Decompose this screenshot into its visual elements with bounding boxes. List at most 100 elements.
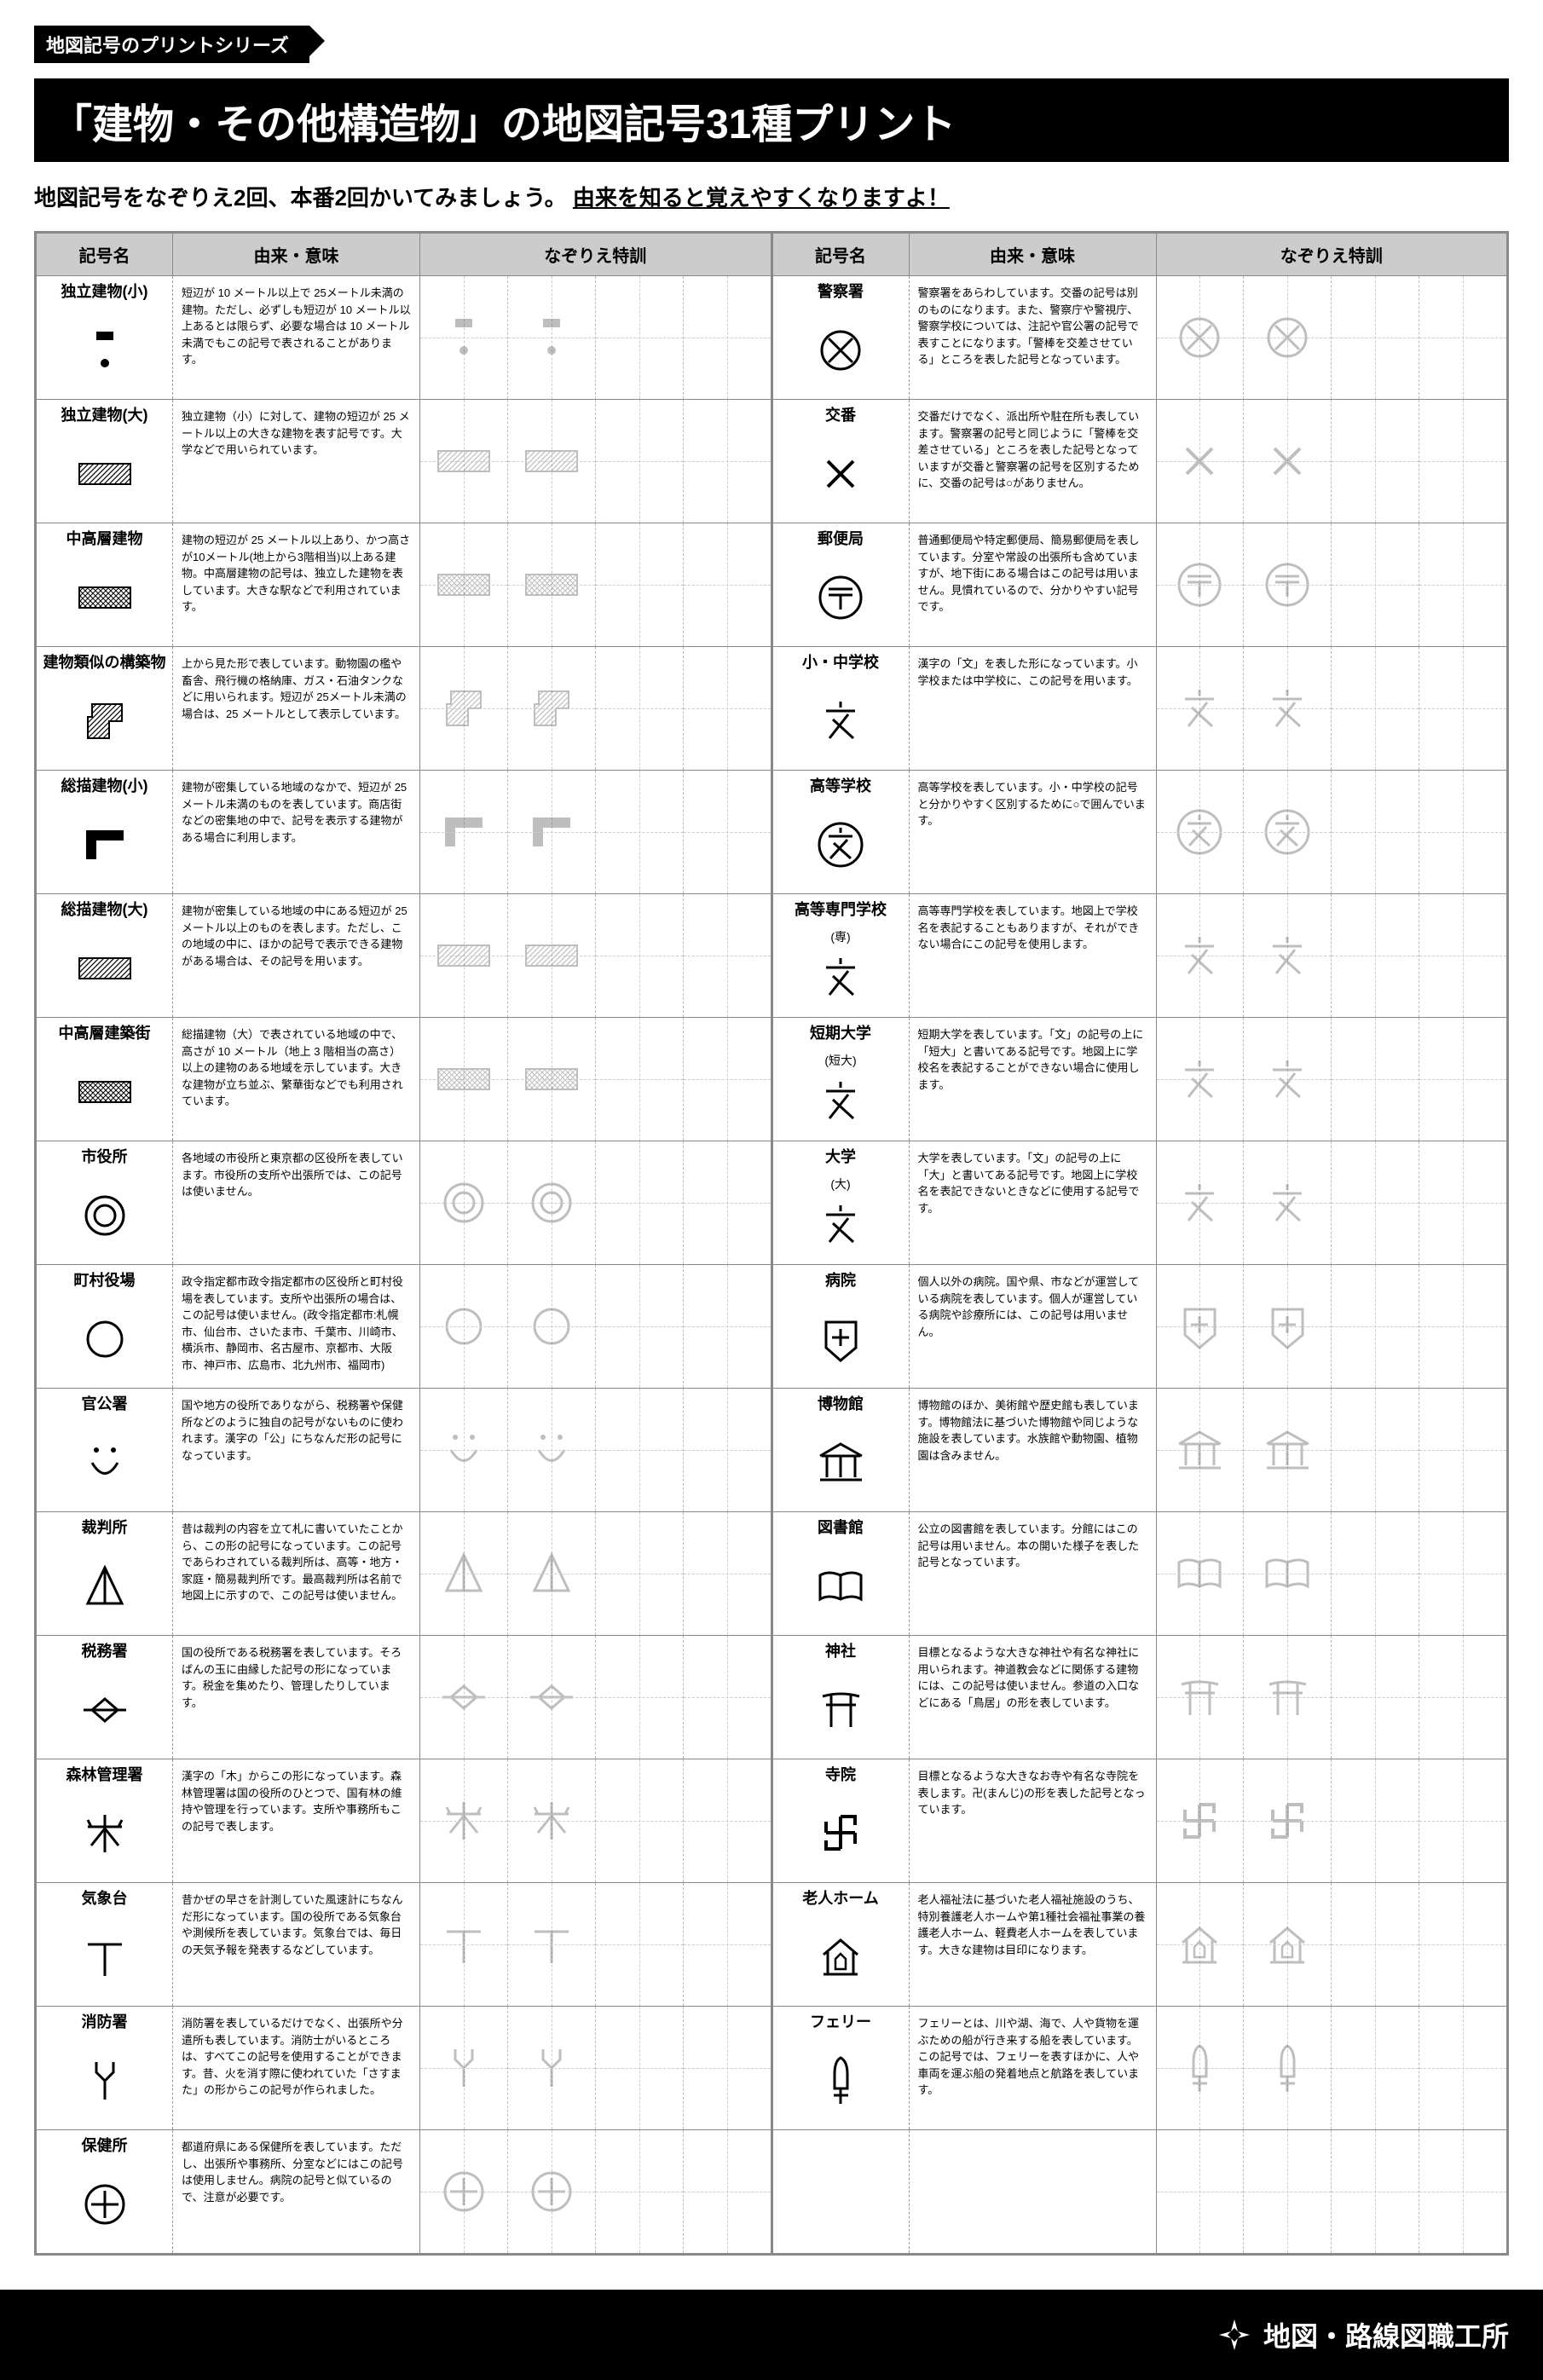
symbol-row: 博物館 博物館のほか、美術館や歴史館も表しています。博物館法に基づいた博物館や同…	[773, 1388, 1507, 1511]
trace-cell	[1419, 1141, 1506, 1264]
symbol-meaning: 建物が密集している地域のなかで、短辺が 25 メートル未満のものを表しています。…	[173, 771, 420, 893]
symbol-name: 高等学校	[810, 777, 871, 796]
symbol-row: 総描建物(小) 建物が密集している地域のなかで、短辺が 25 メートル未満のもの…	[37, 770, 771, 893]
trace-cell	[1419, 2007, 1506, 2129]
symbol-row: 税務署 国の役所である税務署を表しています。そろばんの玉に由縁した記号の形になっ…	[37, 1635, 771, 1759]
symbol-meaning: 警察署をあらわしています。交番の記号は別のものになります。また、警察庁や警視庁、…	[910, 276, 1157, 399]
symbol-row: 寺院 目標となるような大きなお寺や有名な寺院を表します。卍(まんじ)の形を表した…	[773, 1759, 1507, 1882]
symbol-meaning	[910, 2130, 1157, 2253]
symbol-name-cell: フェリー	[773, 2007, 910, 2129]
symbol-sub: (大)	[830, 1176, 850, 1193]
symbol-name: 裁判所	[82, 1519, 128, 1538]
symbol-icon	[819, 1069, 862, 1134]
symbol-meaning: 上から見た形で表しています。動物園の檻や畜舎、飛行機の格納庫、ガス・石油タンクな…	[173, 647, 420, 770]
symbol-icon	[75, 927, 135, 1010]
trace-cell	[596, 1883, 684, 2006]
symbol-name-cell: 森林管理署	[37, 1759, 173, 1882]
symbol-name-cell: 老人ホーム	[773, 1883, 910, 2006]
trace-cell	[1157, 1265, 1245, 1388]
trace-cell	[1332, 1883, 1419, 2006]
trace-cell	[684, 1141, 771, 1264]
trace-cell	[596, 1018, 684, 1141]
trace-cell	[1244, 1265, 1332, 1388]
trace-cell	[508, 2130, 596, 2253]
trace-cell	[1332, 771, 1419, 893]
symbol-name: 森林管理署	[66, 1766, 143, 1785]
trace-area	[1157, 1759, 1507, 1882]
trace-cell	[1244, 894, 1332, 1017]
trace-cell	[1157, 523, 1245, 646]
symbol-name-cell: 博物館	[773, 1389, 910, 1511]
trace-cell	[420, 1265, 508, 1388]
symbol-icon	[815, 1915, 866, 1999]
symbol-name: 建物類似の構築物	[43, 654, 166, 673]
symbol-name-cell: 総描建物(大)	[37, 894, 173, 1017]
symbol-name-cell: 独立建物(大)	[37, 400, 173, 523]
symbol-meaning: 昔は裁判の内容を立て札に書いていたことから、この形の記号になっています。この記号…	[173, 1512, 420, 1635]
trace-cell	[1332, 647, 1419, 770]
symbol-name-cell: 警察署	[773, 276, 910, 399]
trace-area	[420, 1759, 771, 1882]
subtitle-b: 由来を知ると覚えやすくなりますよ！	[573, 185, 950, 211]
trace-cell	[1419, 1265, 1506, 1388]
trace-cell	[596, 523, 684, 646]
trace-cell	[684, 2130, 771, 2253]
symbol-name-cell: 中高層建物	[37, 523, 173, 646]
symbol-meaning: フェリーとは、川や湖、海で、人や貨物を運ぶための船が行き来する船を表しています。…	[910, 2007, 1157, 2129]
trace-area	[420, 1389, 771, 1511]
trace-cell	[1244, 1141, 1332, 1264]
symbol-name: 博物館	[818, 1395, 864, 1414]
symbol-row: 官公署 国や地方の役所でありながら、税務署や保健所などのように独自の記号がないも…	[37, 1388, 771, 1511]
symbol-name: 交番	[825, 407, 856, 425]
symbol-name: 病院	[825, 1272, 856, 1291]
symbol-name: 税務署	[82, 1643, 128, 1661]
symbol-icon	[813, 1545, 869, 1628]
symbol-name-cell: 神社	[773, 1636, 910, 1759]
trace-area	[1157, 2130, 1507, 2253]
trace-cell	[596, 1512, 684, 1635]
trace-cell	[596, 1759, 684, 1882]
col-header-trace: なぞりえ特訓	[1157, 234, 1507, 275]
trace-area	[420, 1018, 771, 1141]
brand-text: 地図・路線図職工所	[1263, 2315, 1509, 2354]
trace-cell	[1244, 1389, 1332, 1511]
trace-cell	[1244, 1636, 1332, 1759]
trace-area	[420, 400, 771, 523]
trace-cell	[596, 400, 684, 523]
trace-cell	[596, 276, 684, 399]
symbol-meaning: 独立建物（小）に対して、建物の短辺が 25 メートル以上の大きな建物を表す記号で…	[173, 400, 420, 523]
trace-area	[420, 276, 771, 399]
trace-cell	[1419, 1018, 1506, 1141]
symbol-sub: (短大)	[824, 1052, 856, 1069]
trace-cell	[1244, 523, 1332, 646]
trace-cell	[1244, 2130, 1332, 2253]
trace-cell	[1332, 400, 1419, 523]
col-header-trace: なぞりえ特訓	[420, 234, 771, 275]
symbol-icon	[79, 679, 130, 763]
trace-cell	[508, 1759, 596, 1882]
trace-cell	[596, 1265, 684, 1388]
symbol-icon	[822, 2039, 860, 2123]
symbol-row: 裁判所 昔は裁判の内容を立て札に書いていたことから、この形の記号になっています。…	[37, 1511, 771, 1635]
trace-cell	[1244, 1759, 1332, 1882]
symbol-row: 郵便局 普通郵便局や特定郵便局、簡易郵便局を表しています。分室や常設の出張所も含…	[773, 523, 1507, 646]
symbol-meaning: 普通郵便局や特定郵便局、簡易郵便局を表しています。分室や常設の出張所も含めていま…	[910, 523, 1157, 646]
symbol-name: 町村役場	[74, 1272, 136, 1291]
trace-cell	[420, 771, 508, 893]
symbol-grid: 記号名 由来・意味 なぞりえ特訓 独立建物(小) 短辺が 10 メートル以上で …	[34, 231, 1509, 2256]
symbol-icon	[84, 2039, 126, 2123]
symbol-name: 独立建物(大)	[61, 407, 148, 425]
trace-cell	[596, 2130, 684, 2253]
trace-cell	[420, 2130, 508, 2253]
symbol-icon	[819, 432, 862, 516]
col-header-meaning: 由来・意味	[173, 234, 420, 275]
symbol-row: 病院 個人以外の病院。国や県、市などが運営している病院を表しています。個人が運営…	[773, 1264, 1507, 1388]
symbol-row: 町村役場 政令指定都市政令指定都市の区役所と町村役場を表しています。支所や出張所…	[37, 1264, 771, 1388]
symbol-icon	[813, 1421, 869, 1505]
symbol-name: 市役所	[82, 1148, 128, 1167]
symbol-icon	[819, 945, 862, 1010]
symbol-row: 気象台 昔かぜの早さを計測していた風速計にちなんだ形になっています。国の役所であ…	[37, 1882, 771, 2006]
symbol-icon	[84, 1421, 126, 1505]
trace-cell	[1157, 894, 1245, 1017]
trace-cell	[420, 1759, 508, 1882]
